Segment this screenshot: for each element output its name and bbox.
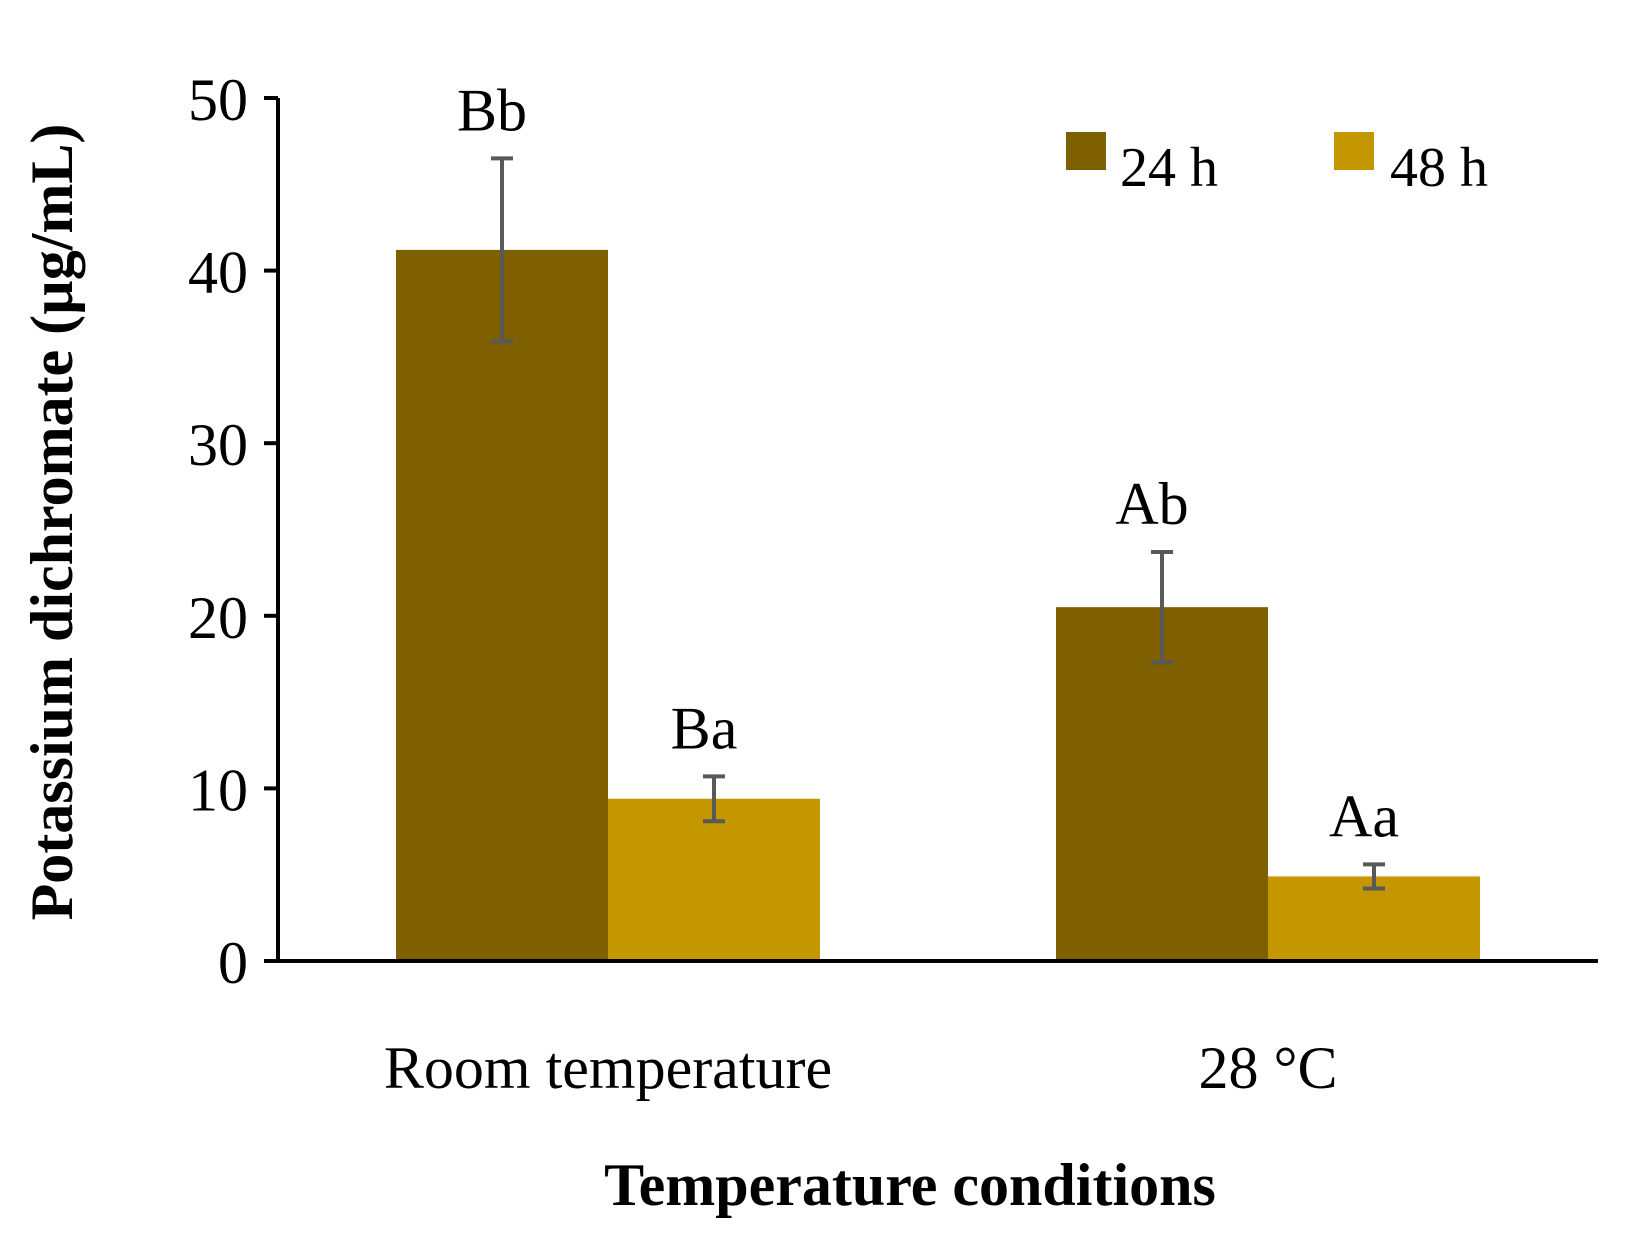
y-tick-label: 20	[188, 585, 248, 651]
significance-labels-layer: Bb Ba Ab Aa	[457, 77, 1399, 849]
legend-swatch-48h	[1334, 132, 1374, 170]
bar-24h-2	[1056, 607, 1268, 961]
bar-48h-1	[608, 798, 820, 961]
error-bar	[703, 774, 725, 824]
significance-label: Ba	[671, 695, 738, 761]
y-tick-label: 30	[188, 412, 248, 478]
x-category-label: 28 °C	[1198, 1035, 1337, 1101]
y-tick-label: 10	[188, 757, 248, 823]
legend-swatch-24h	[1066, 132, 1106, 170]
y-tick-label: 0	[218, 930, 248, 996]
error-bar	[1363, 862, 1385, 891]
significance-label: Ab	[1115, 471, 1188, 537]
bars-layer	[396, 249, 1480, 961]
significance-label: Bb	[457, 77, 527, 143]
bar-24h-1	[396, 249, 608, 961]
error-bar	[1151, 549, 1173, 665]
y-axis-title: Potassium dichromate (µg/mL)	[19, 124, 85, 921]
error-bar	[491, 156, 513, 344]
significance-label: Aa	[1329, 783, 1399, 849]
x-category-label: Room temperature	[384, 1035, 832, 1101]
y-tick-label: 40	[188, 240, 248, 306]
legend-label-48h: 48 h	[1390, 137, 1488, 199]
legend: 24 h 48 h	[1066, 132, 1488, 199]
category-labels-layer: Room temperature 28 °C	[384, 1035, 1338, 1101]
y-ticks-layer: 0 10 20 30 40 50	[188, 67, 278, 996]
bar-48h-2	[1268, 876, 1480, 961]
y-tick-label: 50	[188, 67, 248, 133]
error-bars-layer	[491, 156, 1385, 891]
legend-label-24h: 24 h	[1120, 137, 1218, 199]
x-axis-title: Temperature conditions	[604, 1152, 1216, 1218]
